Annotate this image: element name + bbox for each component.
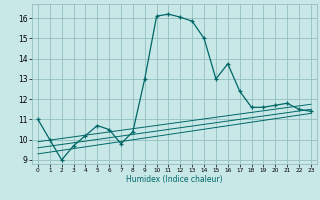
X-axis label: Humidex (Indice chaleur): Humidex (Indice chaleur) <box>126 175 223 184</box>
